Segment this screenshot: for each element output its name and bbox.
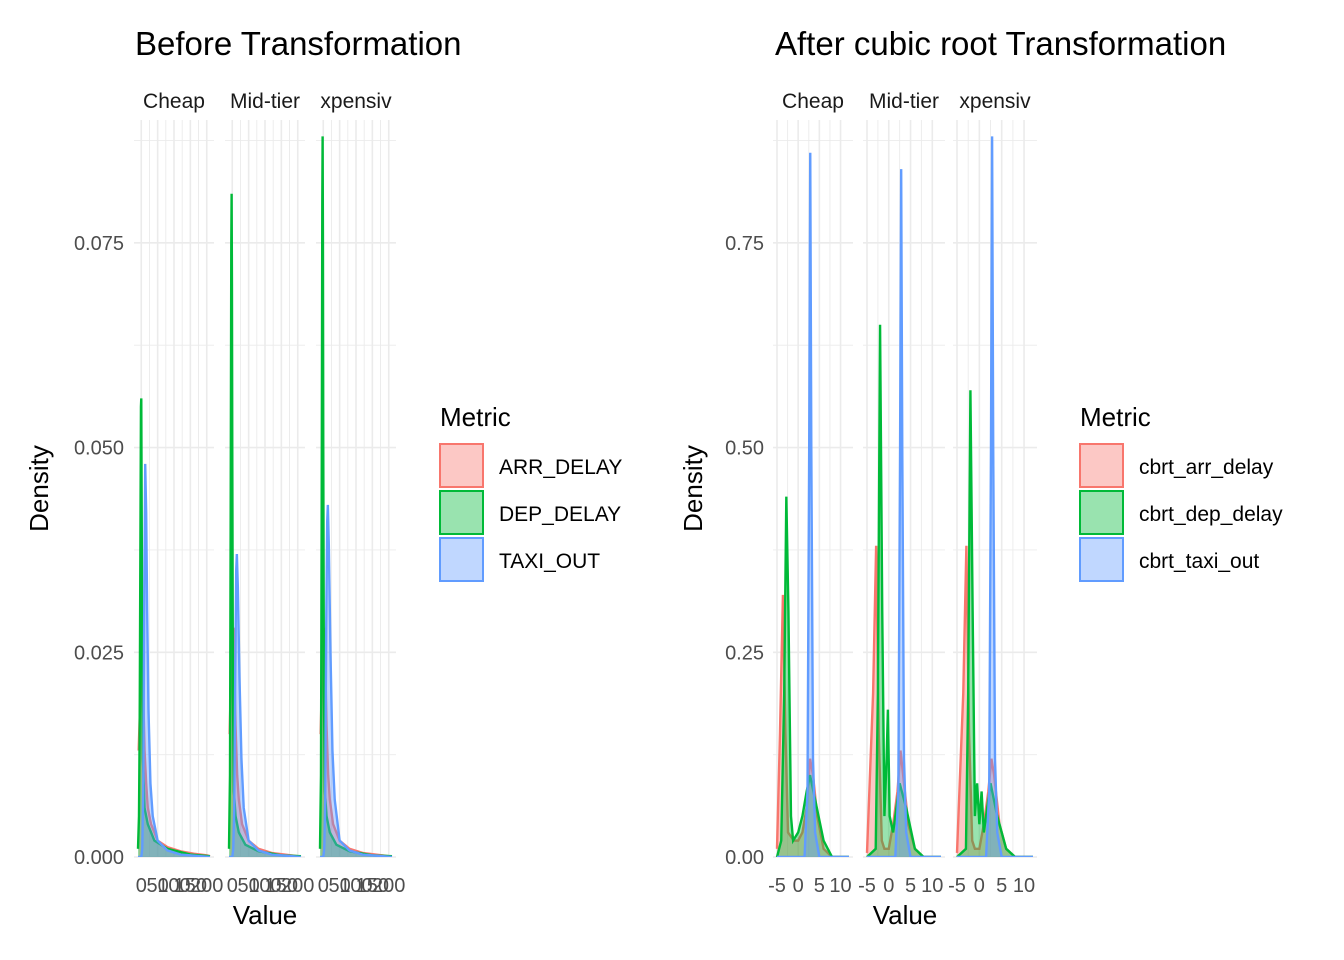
- legend-entry-label: cbrt_arr_delay: [1139, 456, 1274, 479]
- chart-title: Before Transformation: [135, 25, 462, 62]
- y-axis-label: Density: [678, 445, 708, 532]
- x-tick-label: 5: [996, 875, 1007, 897]
- facet-strip-label: Cheap: [143, 90, 205, 113]
- x-tick-label: 150: [174, 875, 207, 897]
- y-tick-label: 0.25: [725, 642, 764, 664]
- density-line-cbrt_dep_delay: [866, 324, 941, 857]
- density-layer: [136, 398, 211, 857]
- x-tick-label: 100: [157, 875, 190, 897]
- y-tick-label: 0.75: [725, 233, 764, 255]
- x-tick-label: -5: [858, 875, 876, 897]
- y-tick-label: 0.050: [74, 438, 124, 460]
- chart-2: After cubic root Transformation 0.00 0.25 0…: [678, 25, 1283, 930]
- legend-title: Metric: [1080, 402, 1151, 432]
- density-line-cbrt_dep_delay: [775, 496, 849, 857]
- density-line-cbrt_dep_delay: [956, 390, 1033, 857]
- legend: Metric ARR_DELAY DEP_DELAY TAXI_OUT: [439, 402, 622, 582]
- legend-key: [1079, 443, 1124, 488]
- legend-key: [1079, 490, 1124, 535]
- y-tick-label: 0.00: [725, 847, 764, 869]
- density-layer: [775, 152, 849, 857]
- chart-1: Before Transformation 0.000 0.025 0.050 0.07…: [24, 25, 622, 930]
- legend-entry-label: cbrt_taxi_out: [1139, 550, 1259, 573]
- x-tick-label: 150: [356, 875, 389, 897]
- facet-panel: xpensiv -5 0 5 10: [948, 90, 1037, 897]
- x-tick-label: 0: [974, 875, 985, 897]
- x-tick-label: 10: [829, 875, 851, 897]
- y-tick-label: 0.000: [74, 847, 124, 869]
- x-tick-label: 200: [281, 875, 314, 897]
- x-tick-label: 50: [238, 875, 260, 897]
- x-tick-label: 150: [265, 875, 298, 897]
- density-layer: [227, 193, 302, 857]
- facet-panel: Cheap -5 0 5 10: [768, 90, 853, 897]
- x-tick-label: 10: [1013, 875, 1035, 897]
- density-line-taxi_out: [229, 553, 302, 857]
- x-tick-label: 0: [793, 875, 804, 897]
- x-tick-label: -5: [768, 875, 786, 897]
- x-tick-label: 0: [136, 875, 147, 897]
- x-tick-label: 5: [814, 875, 825, 897]
- x-tick-label: 5: [905, 875, 916, 897]
- legend-key: [1079, 537, 1124, 582]
- density-area-cbrt_dep_delay: [777, 496, 849, 857]
- density-layer: [318, 136, 393, 857]
- legend-entry-label: ARR_DELAY: [499, 456, 622, 479]
- x-tick-label: 0: [318, 875, 329, 897]
- density-area-arr_delay: [229, 627, 301, 857]
- density-line-cbrt_taxi_out: [777, 152, 849, 857]
- density-line-cbrt_taxi_out: [867, 169, 941, 857]
- x-tick-label: 100: [339, 875, 372, 897]
- chart-title: After cubic root Transformation: [775, 25, 1226, 62]
- density-area-arr_delay: [138, 660, 210, 857]
- legend: Metric cbrt_arr_delay cbrt_dep_delay cbrt_t…: [1079, 402, 1283, 582]
- legend-entry-label: DEP_DELAY: [499, 503, 621, 526]
- legend-key: [439, 537, 484, 582]
- legend-entry-label: TAXI_OUT: [499, 550, 600, 573]
- density-line-taxi_out: [138, 463, 211, 857]
- legend-key: [439, 443, 484, 488]
- x-axis-label: Value: [873, 900, 938, 930]
- x-tick-label: 50: [147, 875, 169, 897]
- x-tick-label: -5: [948, 875, 966, 897]
- facet-strip-label: xpensiv: [320, 90, 392, 113]
- density-area-arr_delay: [320, 627, 392, 857]
- x-tick-label: 200: [372, 875, 405, 897]
- density-line-dep_delay: [227, 193, 302, 857]
- facet-strip-label: Cheap: [782, 90, 844, 113]
- facet-strip-label: xpensiv: [959, 90, 1031, 113]
- y-tick-label: 0.075: [74, 233, 124, 255]
- facet-panel: Mid-tier -5 0 5 10: [858, 90, 945, 897]
- density-line-taxi_out: [320, 504, 393, 857]
- density-layer: [955, 136, 1033, 857]
- facet-strip-label: Mid-tier: [230, 90, 300, 113]
- x-tick-label: 10: [921, 875, 943, 897]
- x-tick-label: 50: [329, 875, 351, 897]
- density-line-dep_delay: [318, 136, 393, 857]
- x-tick-label: 100: [248, 875, 281, 897]
- x-tick-label: 0: [883, 875, 894, 897]
- x-tick-label: 200: [190, 875, 223, 897]
- x-axis-label: Value: [233, 900, 298, 930]
- facet-strip-label: Mid-tier: [869, 90, 939, 113]
- density-line-cbrt_taxi_out: [957, 136, 1033, 857]
- y-tick-label: 0.50: [725, 438, 764, 460]
- x-tick-label: 0: [227, 875, 238, 897]
- density-area-cbrt_arr_delay: [777, 594, 849, 857]
- legend-entry-label: cbrt_dep_delay: [1139, 503, 1283, 526]
- legend-key: [439, 490, 484, 535]
- legend-title: Metric: [440, 402, 511, 432]
- y-axis-label: Density: [24, 445, 54, 532]
- y-tick-label: 0.025: [74, 642, 124, 664]
- density-layer: [865, 169, 941, 857]
